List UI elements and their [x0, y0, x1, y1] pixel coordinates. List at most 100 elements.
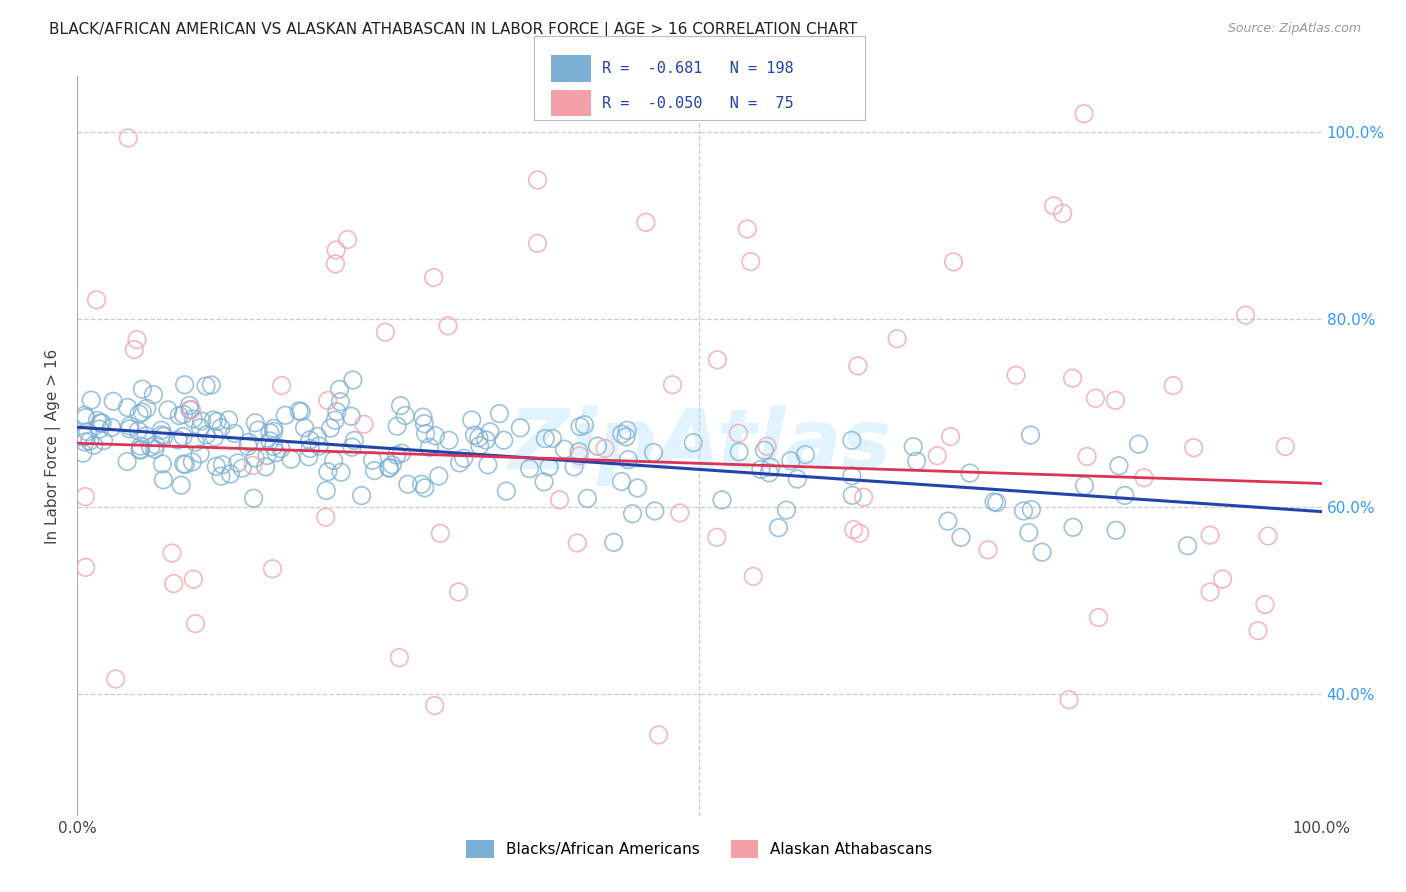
Point — [298, 450, 321, 464]
Point — [298, 433, 321, 447]
Point — [326, 405, 349, 419]
Point — [468, 439, 491, 453]
Point — [903, 440, 925, 454]
Point — [447, 585, 470, 599]
Point — [340, 409, 363, 424]
Point — [1073, 478, 1095, 492]
Point — [492, 433, 515, 447]
Point — [135, 429, 157, 443]
Point — [179, 399, 201, 413]
Point — [160, 546, 183, 560]
Point — [437, 318, 460, 333]
Point — [188, 447, 211, 461]
Point — [643, 445, 665, 459]
Point — [263, 421, 285, 435]
Point — [204, 430, 226, 444]
Point — [983, 495, 1005, 509]
Point — [378, 461, 401, 475]
Point — [336, 232, 359, 246]
Point — [1005, 368, 1028, 383]
Point — [236, 439, 259, 453]
Point — [1274, 440, 1296, 454]
Point — [129, 439, 152, 453]
Point — [139, 440, 162, 454]
Point — [125, 333, 148, 347]
Point — [1073, 106, 1095, 120]
Point — [209, 469, 232, 483]
Point — [1019, 428, 1042, 442]
Point — [495, 484, 517, 499]
Point — [942, 255, 965, 269]
Point — [418, 440, 440, 454]
Point — [1076, 450, 1098, 464]
Point — [172, 429, 194, 443]
Point — [586, 439, 609, 453]
Point — [669, 506, 692, 520]
Text: Source: ZipAtlas.com: Source: ZipAtlas.com — [1227, 22, 1361, 36]
Point — [779, 454, 801, 468]
Point — [174, 458, 197, 472]
Point — [759, 460, 782, 475]
Point — [163, 576, 186, 591]
Point — [115, 454, 138, 468]
Point — [307, 429, 329, 443]
Point — [153, 429, 176, 443]
Point — [388, 650, 411, 665]
Point — [464, 428, 486, 442]
Point — [180, 402, 202, 417]
Point — [73, 429, 96, 443]
Point — [634, 215, 657, 229]
Point — [340, 440, 363, 454]
Point — [259, 425, 281, 440]
Point — [1104, 393, 1126, 408]
Point — [616, 423, 638, 437]
Point — [939, 429, 962, 443]
Point — [621, 507, 644, 521]
Point — [509, 421, 531, 435]
Point — [706, 530, 728, 544]
Point — [330, 465, 353, 479]
Point — [316, 393, 339, 408]
Point — [461, 413, 484, 427]
Point — [647, 728, 669, 742]
Point — [574, 417, 596, 432]
Point — [1031, 545, 1053, 559]
Point — [610, 427, 633, 442]
Point — [1247, 624, 1270, 638]
Point — [343, 434, 366, 448]
Point — [190, 420, 212, 434]
Point — [73, 434, 96, 449]
Point — [181, 412, 204, 426]
Point — [749, 462, 772, 476]
Point — [423, 698, 446, 713]
Point — [329, 394, 352, 409]
Point — [477, 458, 499, 472]
Text: R =  -0.050   N =  75: R = -0.050 N = 75 — [602, 95, 793, 111]
Point — [374, 325, 396, 339]
Point — [195, 428, 218, 442]
Point — [150, 428, 173, 442]
Point — [1128, 437, 1150, 451]
Point — [562, 459, 585, 474]
Point — [1052, 206, 1074, 220]
Point — [661, 377, 683, 392]
Y-axis label: In Labor Force | Age > 16: In Labor Force | Age > 16 — [45, 349, 62, 543]
Point — [568, 444, 591, 458]
Point — [209, 421, 232, 435]
Point — [385, 448, 408, 462]
Point — [254, 459, 277, 474]
Point — [80, 393, 103, 408]
Point — [122, 343, 145, 357]
Point — [247, 423, 270, 437]
Point — [754, 443, 776, 458]
Point — [86, 413, 108, 427]
Text: R =  -0.681   N = 198: R = -0.681 N = 198 — [602, 61, 793, 76]
Point — [118, 419, 141, 434]
Point — [183, 572, 205, 586]
Point — [152, 473, 174, 487]
Point — [350, 489, 373, 503]
Point — [262, 562, 284, 576]
Point — [308, 439, 330, 453]
Point — [325, 257, 347, 271]
Point — [852, 490, 875, 504]
